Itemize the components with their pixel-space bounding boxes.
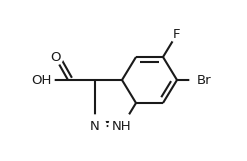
Circle shape (190, 66, 218, 94)
Text: N: N (90, 119, 100, 133)
Circle shape (28, 67, 54, 93)
Text: O: O (50, 51, 60, 63)
Text: NH: NH (112, 119, 132, 133)
Text: F: F (173, 28, 181, 41)
Circle shape (109, 113, 135, 139)
Circle shape (47, 49, 63, 65)
Text: Br: Br (197, 74, 211, 86)
Circle shape (84, 115, 106, 137)
Circle shape (169, 26, 185, 42)
Text: OH: OH (31, 74, 51, 86)
